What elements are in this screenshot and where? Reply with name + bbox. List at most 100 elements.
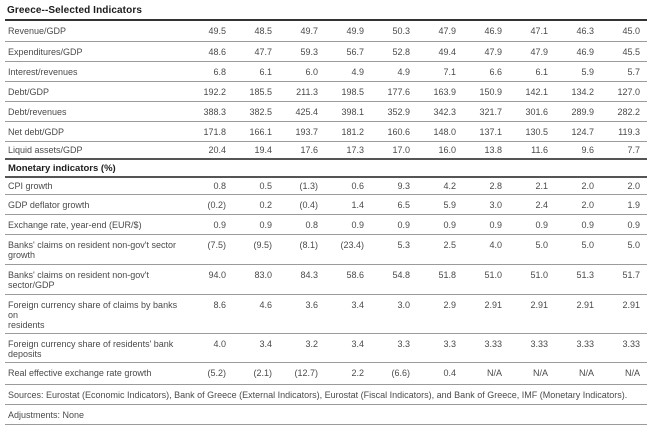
row-label: Foreign currency share of residents' ban… — [8, 338, 174, 359]
cell-value: 3.33 — [484, 338, 502, 349]
cell-value: 382.5 — [249, 106, 272, 117]
cell-value: 2.5 — [443, 239, 456, 250]
cell-value: 54.8 — [392, 269, 410, 280]
row-label: GDP deflator growth — [8, 199, 90, 210]
table-row: Debt/revenues 388.3 382.5 425.4 398.1 35… — [5, 101, 647, 121]
cell-value: 9.3 — [397, 180, 410, 191]
cell-value: 2.0 — [627, 180, 640, 191]
row-label: Debt/GDP — [8, 86, 50, 97]
cell-value: 8.6 — [213, 299, 226, 310]
cell-value: 289.9 — [571, 106, 594, 117]
cell-value: 2.4 — [535, 199, 548, 210]
page-title: Greece--Selected Indicators — [5, 0, 647, 21]
cell-value: 0.8 — [213, 180, 226, 191]
cell-value: 0.9 — [397, 219, 410, 230]
cell-value: 4.0 — [213, 338, 226, 349]
table-row: Banks' claims on resident non-gov't sect… — [5, 264, 647, 294]
cell-value: (12.7) — [294, 367, 318, 378]
cell-value: 5.9 — [581, 66, 594, 77]
cell-value: 84.3 — [300, 269, 318, 280]
cell-value: 0.4 — [443, 367, 456, 378]
cell-value: 47.9 — [438, 26, 456, 36]
cell-value: 2.91 — [484, 299, 502, 310]
cell-value: 48.5 — [254, 26, 272, 36]
cell-value: (1.3) — [299, 180, 318, 191]
cell-value: 4.6 — [259, 299, 272, 310]
cell-value: N/A — [578, 367, 594, 378]
cell-value: 4.9 — [351, 66, 364, 77]
cell-value: 19.4 — [254, 144, 272, 155]
table-row: Liquid assets/GDP 20.4 19.4 17.6 17.3 17… — [5, 141, 647, 159]
cell-value: 45.0 — [622, 26, 640, 36]
row-label: Expenditures/GDP — [8, 46, 83, 57]
row-label: Net debt/GDP — [8, 126, 65, 137]
row-label: Banks' claims on resident non-gov't sect… — [8, 239, 177, 260]
cell-value: 17.6 — [300, 144, 318, 155]
table-row: GDP deflator growth (0.2) 0.2 (0.4) 1.4 … — [5, 194, 647, 214]
cell-value: 6.5 — [397, 199, 410, 210]
cell-value: 3.33 — [576, 338, 594, 349]
cell-value: 6.1 — [535, 66, 548, 77]
cell-value: 0.8 — [305, 219, 318, 230]
table-row: Foreign currency share of claims by bank… — [5, 294, 647, 333]
section-header-label: Monetary indicators (%) — [8, 162, 116, 174]
cell-value: 4.2 — [443, 180, 456, 191]
cell-value: 130.5 — [525, 126, 548, 137]
table-row: Foreign currency share of residents' ban… — [5, 333, 647, 362]
cell-value: 0.9 — [259, 219, 272, 230]
cell-value: 56.7 — [346, 46, 364, 57]
sources-note: Sources: Eurostat (Economic Indicators),… — [8, 389, 628, 400]
cell-value: 6.8 — [213, 66, 226, 77]
table-row: Banks' claims on resident non-gov't sect… — [5, 234, 647, 264]
cell-value: 17.3 — [346, 144, 364, 155]
cell-value: (0.2) — [207, 199, 226, 210]
cell-value: 3.33 — [622, 338, 640, 349]
cell-value: 3.6 — [305, 299, 318, 310]
cell-value: (5.2) — [207, 367, 226, 378]
cell-value: 58.6 — [346, 269, 364, 280]
cell-value: 398.1 — [341, 106, 364, 117]
cell-value: 342.3 — [433, 106, 456, 117]
cell-value: 0.9 — [443, 219, 456, 230]
cell-value: 3.4 — [259, 338, 272, 349]
cell-value: 2.0 — [581, 180, 594, 191]
cell-value: 5.3 — [397, 239, 410, 250]
cell-value: 46.3 — [576, 26, 594, 36]
row-label: Liquid assets/GDP — [8, 144, 83, 155]
table-row: Revenue/GDP 49.5 48.5 49.7 49.9 50.3 47.… — [5, 21, 647, 41]
cell-value: 166.1 — [249, 126, 272, 137]
cell-value: 282.2 — [617, 106, 640, 117]
cell-value: 0.9 — [213, 219, 226, 230]
cell-value: 5.0 — [581, 239, 594, 250]
cell-value: 4.0 — [489, 239, 502, 250]
cell-value: 50.3 — [392, 26, 410, 36]
cell-value: 51.7 — [622, 269, 640, 280]
row-label: Exchange rate, year-end (EUR/$) — [8, 219, 142, 230]
cell-value: 51.0 — [484, 269, 502, 280]
cell-value: (6.6) — [391, 367, 410, 378]
cell-value: (23.4) — [340, 239, 364, 250]
cell-value: 3.4 — [351, 338, 364, 349]
cell-value: 425.4 — [295, 106, 318, 117]
cell-value: 148.0 — [433, 126, 456, 137]
cell-value: N/A — [486, 367, 502, 378]
cell-value: 94.0 — [208, 269, 226, 280]
sources-row: Sources: Eurostat (Economic Indicators),… — [5, 384, 647, 404]
cell-value: (0.4) — [299, 199, 318, 210]
cell-value: 6.1 — [259, 66, 272, 77]
cell-value: 7.7 — [627, 144, 640, 155]
cell-value: 3.33 — [530, 338, 548, 349]
cell-value: 0.5 — [259, 180, 272, 191]
cell-value: 2.2 — [351, 367, 364, 378]
cell-value: 2.91 — [576, 299, 594, 310]
cell-value: 45.5 — [622, 46, 640, 57]
cell-value: 193.7 — [295, 126, 318, 137]
table-row: Expenditures/GDP 48.6 47.7 59.3 56.7 52.… — [5, 41, 647, 61]
cell-value: 46.9 — [576, 46, 594, 57]
cell-value: 124.7 — [571, 126, 594, 137]
cell-value: 17.0 — [392, 144, 410, 155]
cell-value: 5.0 — [627, 239, 640, 250]
table-row: Interest/revenues 6.8 6.1 6.0 4.9 4.9 7.… — [5, 61, 647, 81]
cell-value: 171.8 — [203, 126, 226, 137]
cell-value: 51.8 — [438, 269, 456, 280]
